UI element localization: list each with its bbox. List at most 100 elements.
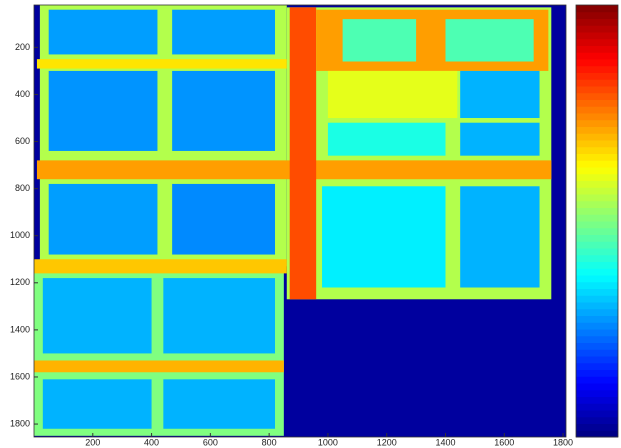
colorbar-cell — [576, 397, 618, 404]
colorbar-cell — [576, 52, 618, 59]
colorbar-cell — [576, 19, 618, 26]
heatmap-region — [460, 71, 539, 118]
colorbar-cell — [576, 66, 618, 73]
y-tick-label: 1000 — [10, 230, 30, 240]
colorbar-cell — [576, 208, 618, 215]
heatmap-region — [172, 71, 275, 151]
y-tick-label: 800 — [15, 183, 30, 193]
page: {"chart_data": {"type": "heatmap", "colo… — [0, 0, 621, 448]
colorbar-cell — [576, 268, 618, 275]
colorbar-cell — [576, 430, 618, 437]
colorbar-cell — [576, 154, 618, 161]
colorbar-cell — [576, 228, 618, 235]
heatmap-region — [460, 186, 539, 287]
colorbar-cell — [576, 316, 618, 323]
x-tick-label: 1400 — [435, 437, 455, 447]
chart: 200 400 600 800 1000 1200 1400 1600 1800 200 400 60… — [0, 0, 621, 448]
y-tick-label: 1800 — [10, 418, 30, 428]
colorbar-cell — [576, 140, 618, 147]
colorbar-cell — [576, 86, 618, 93]
heatmap-region — [34, 360, 284, 372]
heatmap-region — [322, 186, 445, 287]
y-tick-label: 1200 — [10, 277, 30, 287]
heatmap-region — [290, 7, 316, 299]
colorbar-cell — [576, 79, 618, 86]
colorbar-cell — [576, 113, 618, 120]
y-tick-label: 200 — [15, 42, 30, 52]
heatmap-region — [328, 123, 446, 156]
colorbar-cell — [576, 214, 618, 221]
colorbar-cell — [576, 255, 618, 262]
colorbar-cell — [576, 383, 618, 390]
x-tick-label: 1600 — [494, 437, 514, 447]
colorbar-cell — [576, 39, 618, 46]
heatmap-region — [163, 278, 275, 353]
y-tick-label: 600 — [15, 136, 30, 146]
colorbar-cell — [576, 221, 618, 228]
colorbar-cell — [576, 167, 618, 174]
colorbar-cell — [576, 403, 618, 410]
colorbar-cell — [576, 295, 618, 302]
colorbar-cell — [576, 390, 618, 397]
colorbar-cell — [576, 329, 618, 336]
colorbar-cell — [576, 309, 618, 316]
heatmap-region — [43, 379, 152, 428]
colorbar-cell — [576, 127, 618, 134]
colorbar-cell — [576, 376, 618, 383]
x-tick-label: 800 — [262, 437, 277, 447]
colorbar-cell — [576, 370, 618, 377]
x-tick-label: 1000 — [318, 437, 338, 447]
heatmap-region — [343, 19, 416, 61]
colorbar-cell — [576, 120, 618, 127]
colorbar-cell — [576, 160, 618, 167]
colorbar-cell — [576, 187, 618, 194]
colorbar-cell — [576, 25, 618, 32]
colorbar-cell — [576, 106, 618, 113]
colorbar-cell — [576, 349, 618, 356]
colorbar-cell — [576, 59, 618, 66]
colorbar-cell — [576, 5, 618, 12]
colorbar-cell — [576, 201, 618, 208]
colorbar-cell — [576, 32, 618, 39]
colorbar-cell — [576, 194, 618, 201]
colorbar-cell — [576, 302, 618, 309]
colorbar-cell — [576, 322, 618, 329]
heatmap-region — [172, 184, 275, 255]
colorbar-cell — [576, 289, 618, 296]
x-tick-label: 200 — [85, 437, 100, 447]
heatmap-region — [328, 71, 457, 118]
colorbar-cell — [576, 147, 618, 154]
heatmap-region — [37, 59, 287, 68]
heatmap-region — [172, 10, 275, 55]
heatmap-region — [49, 71, 158, 151]
colorbar-cell — [576, 356, 618, 363]
colorbar-cell — [576, 235, 618, 242]
colorbar-cell — [576, 424, 618, 431]
colorbar-cell — [576, 275, 618, 282]
colorbar-cell — [576, 248, 618, 255]
heatmap-region — [460, 123, 539, 156]
x-tick-label: 400 — [144, 437, 159, 447]
x-tick-label: 1200 — [377, 437, 397, 447]
x-tick-label: 600 — [203, 437, 218, 447]
x-tick-label: 1800 — [553, 437, 573, 447]
heatmap-region — [49, 10, 158, 55]
colorbar-cell — [576, 282, 618, 289]
y-tick-label: 1400 — [10, 324, 30, 334]
heatmap-region — [445, 19, 533, 61]
colorbar-cell — [576, 410, 618, 417]
y-tick-label: 400 — [15, 89, 30, 99]
colorbar-cell — [576, 46, 618, 53]
colorbar-cell — [576, 73, 618, 80]
colorbar-cell — [576, 93, 618, 100]
colorbar-cell — [576, 12, 618, 19]
heatmap-region — [163, 379, 275, 428]
colorbar-cell — [576, 363, 618, 370]
colorbar-cell — [576, 181, 618, 188]
colorbar-cell — [576, 343, 618, 350]
colorbar-cell — [576, 241, 618, 248]
heatmap-region — [49, 184, 158, 255]
heatmap-region — [43, 278, 152, 353]
colorbar-cell — [576, 262, 618, 269]
y-tick-label: 1600 — [10, 371, 30, 381]
